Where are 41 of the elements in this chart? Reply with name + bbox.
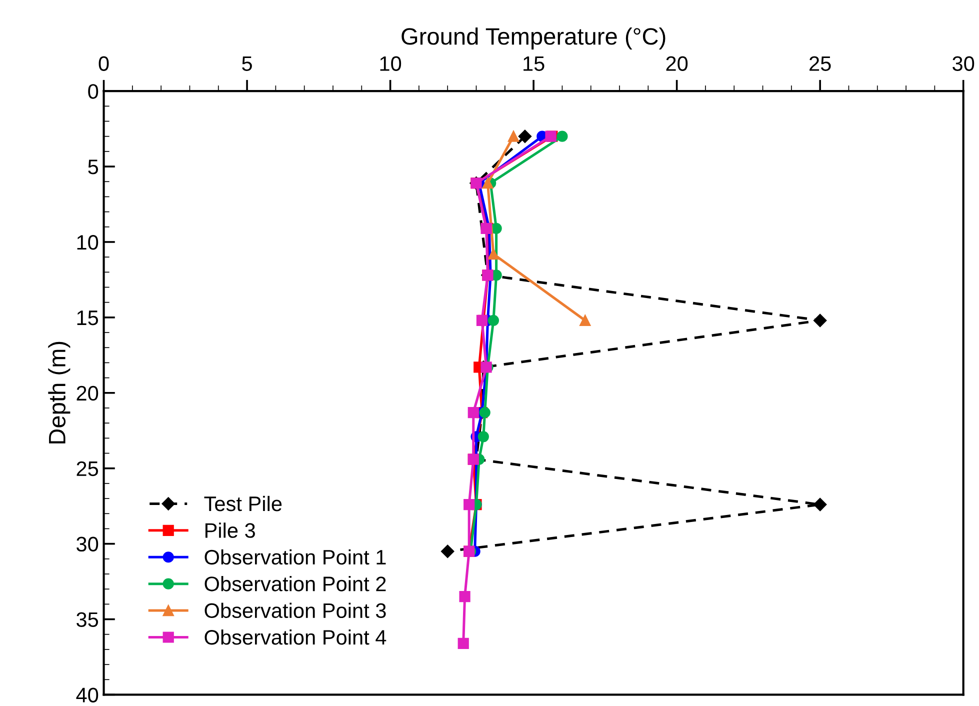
point (508, 130, 520, 142)
x-tick-label: 25 (810, 56, 831, 71)
y-tick-label: 35 (76, 612, 98, 628)
x-tick-label: 20 (666, 56, 688, 71)
x-axis-title: Ground Temperature (°C) (402, 27, 666, 50)
point (479, 406, 490, 418)
point (813, 314, 827, 328)
point (459, 591, 470, 602)
legend-label: Test Pile (204, 496, 282, 512)
y-tick-label: 15 (77, 310, 98, 326)
y-tick-label: 40 (76, 688, 98, 702)
y-tick-label: 30 (76, 536, 98, 552)
point (482, 178, 494, 189)
point (468, 406, 479, 418)
x-tick-label: 5 (242, 56, 252, 71)
y-tick-label: 0 (88, 84, 98, 99)
y-tick-label: 10 (77, 234, 98, 250)
point (488, 248, 499, 260)
y-tick-label: 5 (88, 160, 98, 174)
x-tick-label: 30 (952, 56, 974, 71)
point (813, 498, 827, 512)
legend-label: Pile 3 (205, 522, 255, 538)
legend-label: Observation Point 4 (204, 629, 386, 645)
point (464, 499, 475, 510)
y-tick-label: 25 (76, 461, 98, 476)
point (490, 222, 502, 234)
point (580, 314, 591, 326)
point (478, 431, 489, 442)
point (556, 130, 568, 142)
x-tick-label: 10 (380, 56, 402, 71)
y-tick-label: 20 (76, 386, 98, 401)
point (488, 314, 499, 326)
x-tick-label: 15 (524, 56, 544, 71)
legend-label: Observation Point 1 (204, 549, 386, 565)
legend-label: Observation Point 2 (204, 576, 386, 592)
y-axis-title: Depth (m) (48, 342, 70, 444)
point (458, 638, 469, 649)
legend-label: Observation Point 3 (204, 602, 386, 618)
x-tick-label: 0 (98, 56, 109, 71)
point (441, 544, 454, 558)
point (518, 130, 532, 143)
